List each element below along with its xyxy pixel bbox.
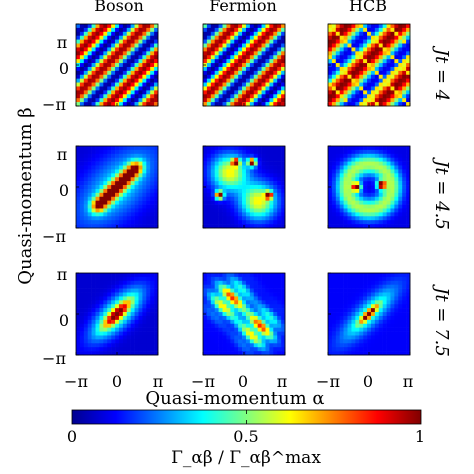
- colorbar-tick-1: 1: [415, 427, 425, 446]
- colorbar-label: Γ_αβ / Γ_αβ^max: [171, 448, 321, 468]
- y-tick-mid-row-zero: 0: [59, 181, 69, 200]
- colorbar-tick-0: 0: [67, 427, 77, 446]
- y-tick-mid-row-pi: π: [57, 145, 68, 164]
- row-label-jt-4: Jt = 4: [431, 45, 452, 101]
- column-title-boson: Boson: [94, 0, 144, 15]
- x-tick-fermion-pi: π: [277, 372, 288, 391]
- y-tick-mid-row-neg-pi: −π: [42, 227, 66, 246]
- heatmap-fermion-jt-4: [202, 23, 286, 107]
- row-label-jt-4-5: Jt = 4.5: [431, 156, 452, 230]
- y-tick-bot-row-neg-pi: −π: [42, 349, 66, 368]
- x-axis-label: Quasi-momentum α: [145, 388, 324, 409]
- colorbar-label-text: Γ_αβ / Γ_αβ^max: [171, 448, 321, 468]
- x-tick-boson-zero: 0: [112, 372, 122, 391]
- heatmap-hcb-jt-7-5: [327, 272, 411, 356]
- heatmap-boson-jt-7-5: [75, 272, 159, 356]
- heatmap-boson-jt-4-5: [75, 145, 159, 229]
- y-tick-top-row-zero: 0: [59, 59, 69, 78]
- column-title-fermion: Fermion: [209, 0, 277, 15]
- heatmap-panels: [75, 23, 411, 356]
- x-tick-fermion-neg-pi: −π: [191, 372, 215, 391]
- x-tick-hcb-zero: 0: [363, 372, 373, 391]
- x-tick-fermion-zero: 0: [238, 372, 248, 391]
- x-tick-labels: −π 0 π −π 0 π −π 0 π: [64, 372, 413, 391]
- x-tick-boson-pi: π: [153, 372, 164, 391]
- heatmap-fermion-jt-7-5: [202, 272, 286, 356]
- heatmap-boson-jt-4: [75, 23, 159, 107]
- heatmap-fermion-jt-4-5: [202, 145, 286, 229]
- column-title-hcb: HCB: [349, 0, 387, 15]
- y-tick-bot-row-pi: π: [57, 265, 68, 284]
- heatmap-hcb-jt-4: [327, 23, 411, 107]
- x-tick-hcb-pi: π: [403, 372, 414, 391]
- y-tick-labels: π 0 −π π 0 −π π 0 −π: [42, 33, 69, 368]
- y-axis-label: Quasi-momentum β: [15, 107, 36, 284]
- colorbar-tick-0-5: 0.5: [233, 427, 258, 446]
- y-tick-top-row-neg-pi: −π: [42, 95, 66, 114]
- x-tick-hcb-neg-pi: −π: [316, 372, 340, 391]
- heatmap-hcb-jt-4-5: [327, 145, 411, 229]
- x-tick-boson-neg-pi: −π: [64, 372, 88, 391]
- row-label-jt-7-5: Jt = 7.5: [431, 283, 452, 357]
- y-tick-bot-row-zero: 0: [59, 311, 69, 330]
- y-tick-top-row-pi: π: [57, 33, 68, 52]
